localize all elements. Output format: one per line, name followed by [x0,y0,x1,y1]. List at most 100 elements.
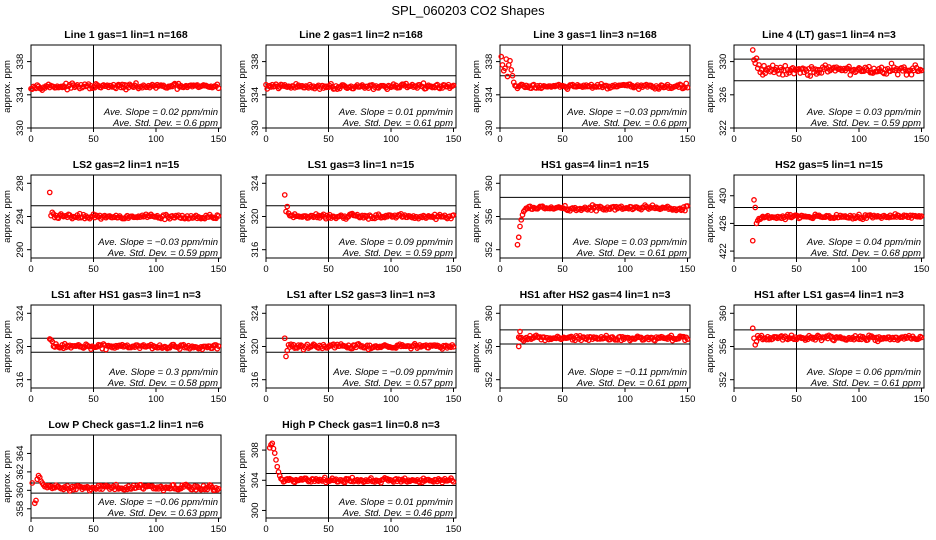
data-point [118,84,124,91]
panel-title: HS1 gas=4 lin=1 n=15 [541,159,649,171]
x-tick-label: 100 [617,394,633,405]
y-axis-label: approx. ppm [237,450,248,503]
data-point [894,71,901,78]
y-axis-label: approx. ppm [705,60,716,113]
stddev-annotation: Ave. Std. Dev. = 0.57 ppm [342,378,453,389]
y-tick-label: 300 [250,503,261,519]
x-tick-label: 50 [323,264,334,275]
plot-frame [265,434,457,519]
x-tick-label: 0 [28,394,33,405]
x-tick-label: 100 [148,134,164,145]
data-point [812,66,819,72]
data-points [749,47,925,79]
data-point [509,72,516,79]
x-tick-label: 50 [88,264,99,275]
panel-4: Line 4 (LT) gas=1 lin=4 n=3 approx. ppm 0 5… [705,29,929,145]
x-tick-label: 150 [446,394,462,405]
data-point [274,463,281,470]
panel-2: Line 2 gas=1 lin=2 n=168 approx. ppm 0 50 10… [237,29,461,145]
slope-annotation: Ave. Slope = 0.03 ppm/min [806,107,921,118]
x-tick-label: 150 [914,264,930,275]
x-tick-label: 100 [617,264,633,275]
slope-annotation: Ave. Slope = −0.09 ppm/min [332,367,453,378]
data-point [275,85,282,92]
y-tick-label: 334 [250,87,261,103]
y-tick-label: 360 [484,305,495,321]
y-tick-label: 316 [15,372,26,388]
data-point [684,84,691,91]
data-point [283,353,289,360]
data-point [654,84,661,91]
panel-10: LS1 after LS2 gas=3 lin=1 n=3 approx. ppm… [237,289,461,405]
data-points [281,335,457,360]
x-tick-label: 50 [323,524,334,535]
y-axis-label: approx. ppm [471,320,482,373]
data-point [119,81,126,88]
stddev-annotation: Ave. Std. Dev. = 0.61 ppm [576,248,687,259]
x-tick-label: 0 [263,394,268,405]
x-tick-label: 150 [446,264,462,275]
y-tick-label: 338 [15,54,26,70]
x-tick-label: 150 [446,134,462,145]
x-tick-label: 50 [791,264,802,275]
stddev-annotation: Ave. Std. Dev. = 0.6 ppm [581,118,687,129]
y-axis-label: approx. ppm [2,190,13,243]
y-axis-label: approx. ppm [237,190,248,243]
data-point [814,66,821,73]
x-tick-label: 150 [446,524,462,535]
slope-annotation: Ave. Slope = −0.03 ppm/min [566,107,687,118]
stddev-annotation: Ave. Std. Dev. = 0.58 ppm [107,378,218,389]
data-point [856,336,862,343]
data-point [45,482,52,489]
data-point [866,63,872,70]
data-point [782,216,789,223]
x-tick-label: 50 [557,134,568,145]
y-axis-label: approx. ppm [2,450,13,503]
panel-title: Low P Check gas=1.2 lin=1 n=6 [48,419,203,431]
y-tick-label: 322 [718,120,729,136]
panel-3: Line 3 gas=1 lin=3 n=168 approx. ppm 0 50 10… [471,29,695,145]
x-tick-label: 150 [914,134,930,145]
data-point [518,216,525,223]
slope-annotation: Ave. Slope = 0.3 ppm/min [108,367,218,378]
data-point [214,487,221,493]
data-point [514,241,521,248]
y-tick-label: 330 [250,120,261,136]
y-tick-label: 330 [484,120,495,136]
x-tick-label: 0 [731,264,736,275]
data-point [517,328,523,335]
slope-annotation: Ave. Slope = 0.01 ppm/min [338,107,453,118]
data-point [515,343,522,350]
x-tick-label: 0 [497,394,502,405]
data-point [204,486,211,493]
x-tick-label: 50 [88,134,99,145]
stddev-annotation: Ave. Std. Dev. = 0.59 ppm [810,118,921,129]
data-point [55,215,62,222]
panel-title: Line 2 gas=1 lin=2 n=168 [299,29,423,41]
y-tick-label: 298 [15,175,26,191]
stddev-annotation: Ave. Std. Dev. = 0.6 ppm [112,118,218,129]
data-point [816,69,822,76]
y-tick-label: 426 [718,215,729,231]
data-point [753,338,760,345]
y-tick-label: 304 [250,472,261,488]
data-point [450,82,457,89]
panel-14: High P Check gas=1 lin=0.8 n=3 approx. pp… [237,419,461,535]
y-tick-label: 422 [718,243,729,259]
stddev-annotation: Ave. Std. Dev. = 0.59 ppm [342,248,453,259]
x-tick-label: 100 [851,394,867,405]
data-point [29,480,36,486]
y-axis-label: approx. ppm [2,60,13,113]
y-tick-label: 338 [484,54,495,70]
y-tick-label: 324 [250,305,261,321]
data-point [450,344,457,350]
data-points [263,80,457,93]
data-point [296,343,303,350]
y-axis-label: approx. ppm [471,190,482,243]
data-points [281,192,457,223]
data-points [46,189,222,223]
y-tick-label: 356 [484,339,495,355]
y-tick-label: 320 [250,339,261,355]
x-tick-label: 0 [263,134,268,145]
